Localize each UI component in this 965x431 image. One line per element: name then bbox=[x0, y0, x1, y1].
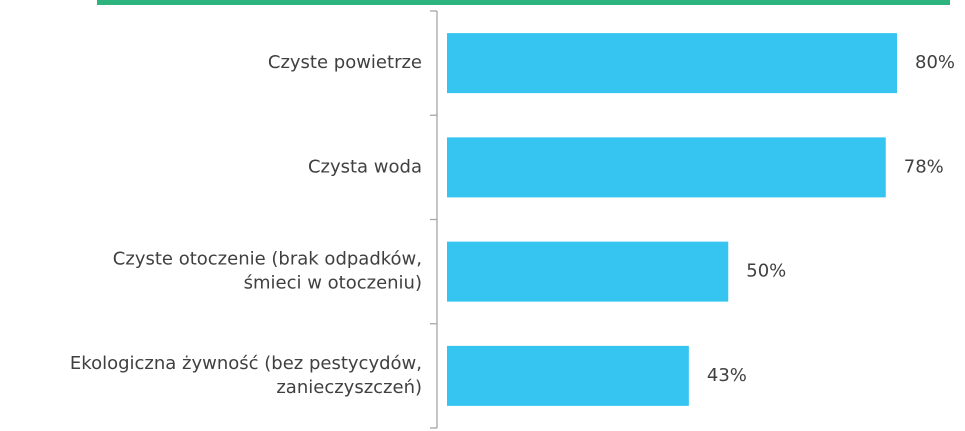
category-label: Ekologiczna żywność (bez pestycydów, bbox=[70, 353, 422, 374]
bar bbox=[447, 137, 886, 198]
bar bbox=[447, 241, 729, 302]
category-label: Czyste powietrze bbox=[268, 52, 422, 73]
category-label: Czysta woda bbox=[308, 156, 422, 177]
value-label: 50% bbox=[746, 261, 786, 282]
value-label: 43% bbox=[707, 365, 747, 386]
value-label: 78% bbox=[904, 156, 944, 177]
bar bbox=[447, 33, 897, 94]
category-label: Czyste otoczenie (brak odpadków, bbox=[113, 249, 422, 270]
category-label: zanieczyszczeń) bbox=[276, 377, 422, 398]
top-accent bbox=[97, 0, 950, 5]
category-label: śmieci w otoczeniu) bbox=[244, 273, 422, 294]
bar bbox=[447, 345, 689, 406]
value-label: 80% bbox=[915, 52, 955, 73]
